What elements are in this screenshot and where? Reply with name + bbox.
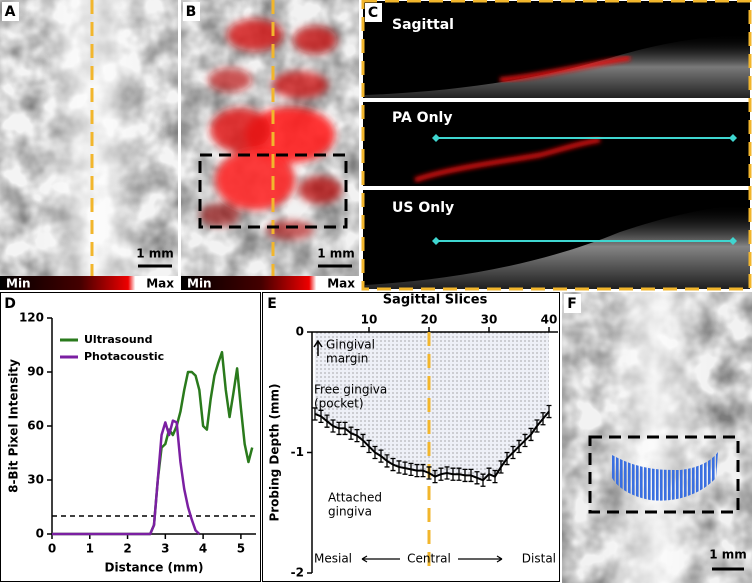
x-tick-label: 2 [123,542,131,556]
x-tick-label: 30 [481,313,498,327]
y-tick-label: 0 [36,527,44,541]
scale-label: 1 mm [136,247,174,261]
panel-letter: F [567,296,577,312]
annotation: margin [326,352,368,366]
colorbar-max: Max [327,277,355,291]
annotation: Gingival [326,338,375,352]
annotation: Attached [328,491,382,505]
x-tick-label: 1 [86,542,94,556]
panel-a: 1 mm Min Max A [0,0,178,291]
y-axis-label: Probing Depth (mm) [268,383,282,521]
y-tick-label: -1 [291,445,304,459]
scale-label: 1 mm [317,247,355,261]
series-line [314,410,550,482]
x-axis-label: Distance (mm) [105,561,204,575]
area [315,332,549,481]
annotation: (pocket) [314,397,364,411]
panel-f: 1 mm F [562,292,752,583]
legend-label: Ultrasound [84,333,152,346]
x-tick-label: 4 [199,542,207,556]
axis-end-label: Distal [522,552,556,566]
view-label: Sagittal [392,17,454,33]
x-axis-label: Sagittal Slices [383,293,488,308]
x-tick-label: 10 [361,313,378,327]
x-tick-label: 3 [161,542,169,556]
x-tick-label: 5 [237,542,245,556]
y-tick-label: -2 [291,566,304,580]
annotation: Free gingiva [314,383,387,397]
panel-c: Sagittal PA Only US Only C [361,0,752,291]
panel-letter: D [4,296,16,312]
series-line [52,419,201,536]
panel-b: 1 mm Min Max B [181,0,359,291]
panel-letter: E [267,296,277,312]
view-label: US Only [392,200,454,216]
colorbar-max: Max [146,277,174,291]
panel-letter: B [186,4,197,20]
annotation: gingiva [328,505,372,519]
y-axis-label: 8-Bit Pixel Intensity [7,359,21,493]
panel-letter: C [368,5,378,21]
x-tick-label: 0 [48,542,56,556]
panel-letter: A [5,4,16,20]
x-tick-label: 40 [541,313,558,327]
colorbar-min: Min [6,277,31,291]
legend-label: Photacoustic [84,350,164,363]
axis-end-label: Central [407,552,451,566]
direction-arrow [361,555,503,563]
scale-label: 1 mm [709,548,747,562]
y-tick-label: 120 [19,311,44,325]
y-tick-label: 60 [27,419,44,433]
colorbar-min: Min [187,277,212,291]
x-tick-label: 20 [421,313,438,327]
view-label: PA Only [392,110,452,126]
y-tick-label: 90 [27,365,44,379]
y-tick-label: 0 [296,325,304,339]
axis-end-label: Mesial [314,552,352,566]
y-tick-label: 30 [27,473,44,487]
annotation-arrow [313,339,323,356]
